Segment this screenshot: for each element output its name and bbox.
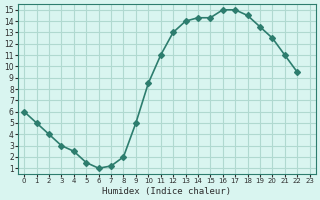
X-axis label: Humidex (Indice chaleur): Humidex (Indice chaleur) bbox=[102, 187, 231, 196]
